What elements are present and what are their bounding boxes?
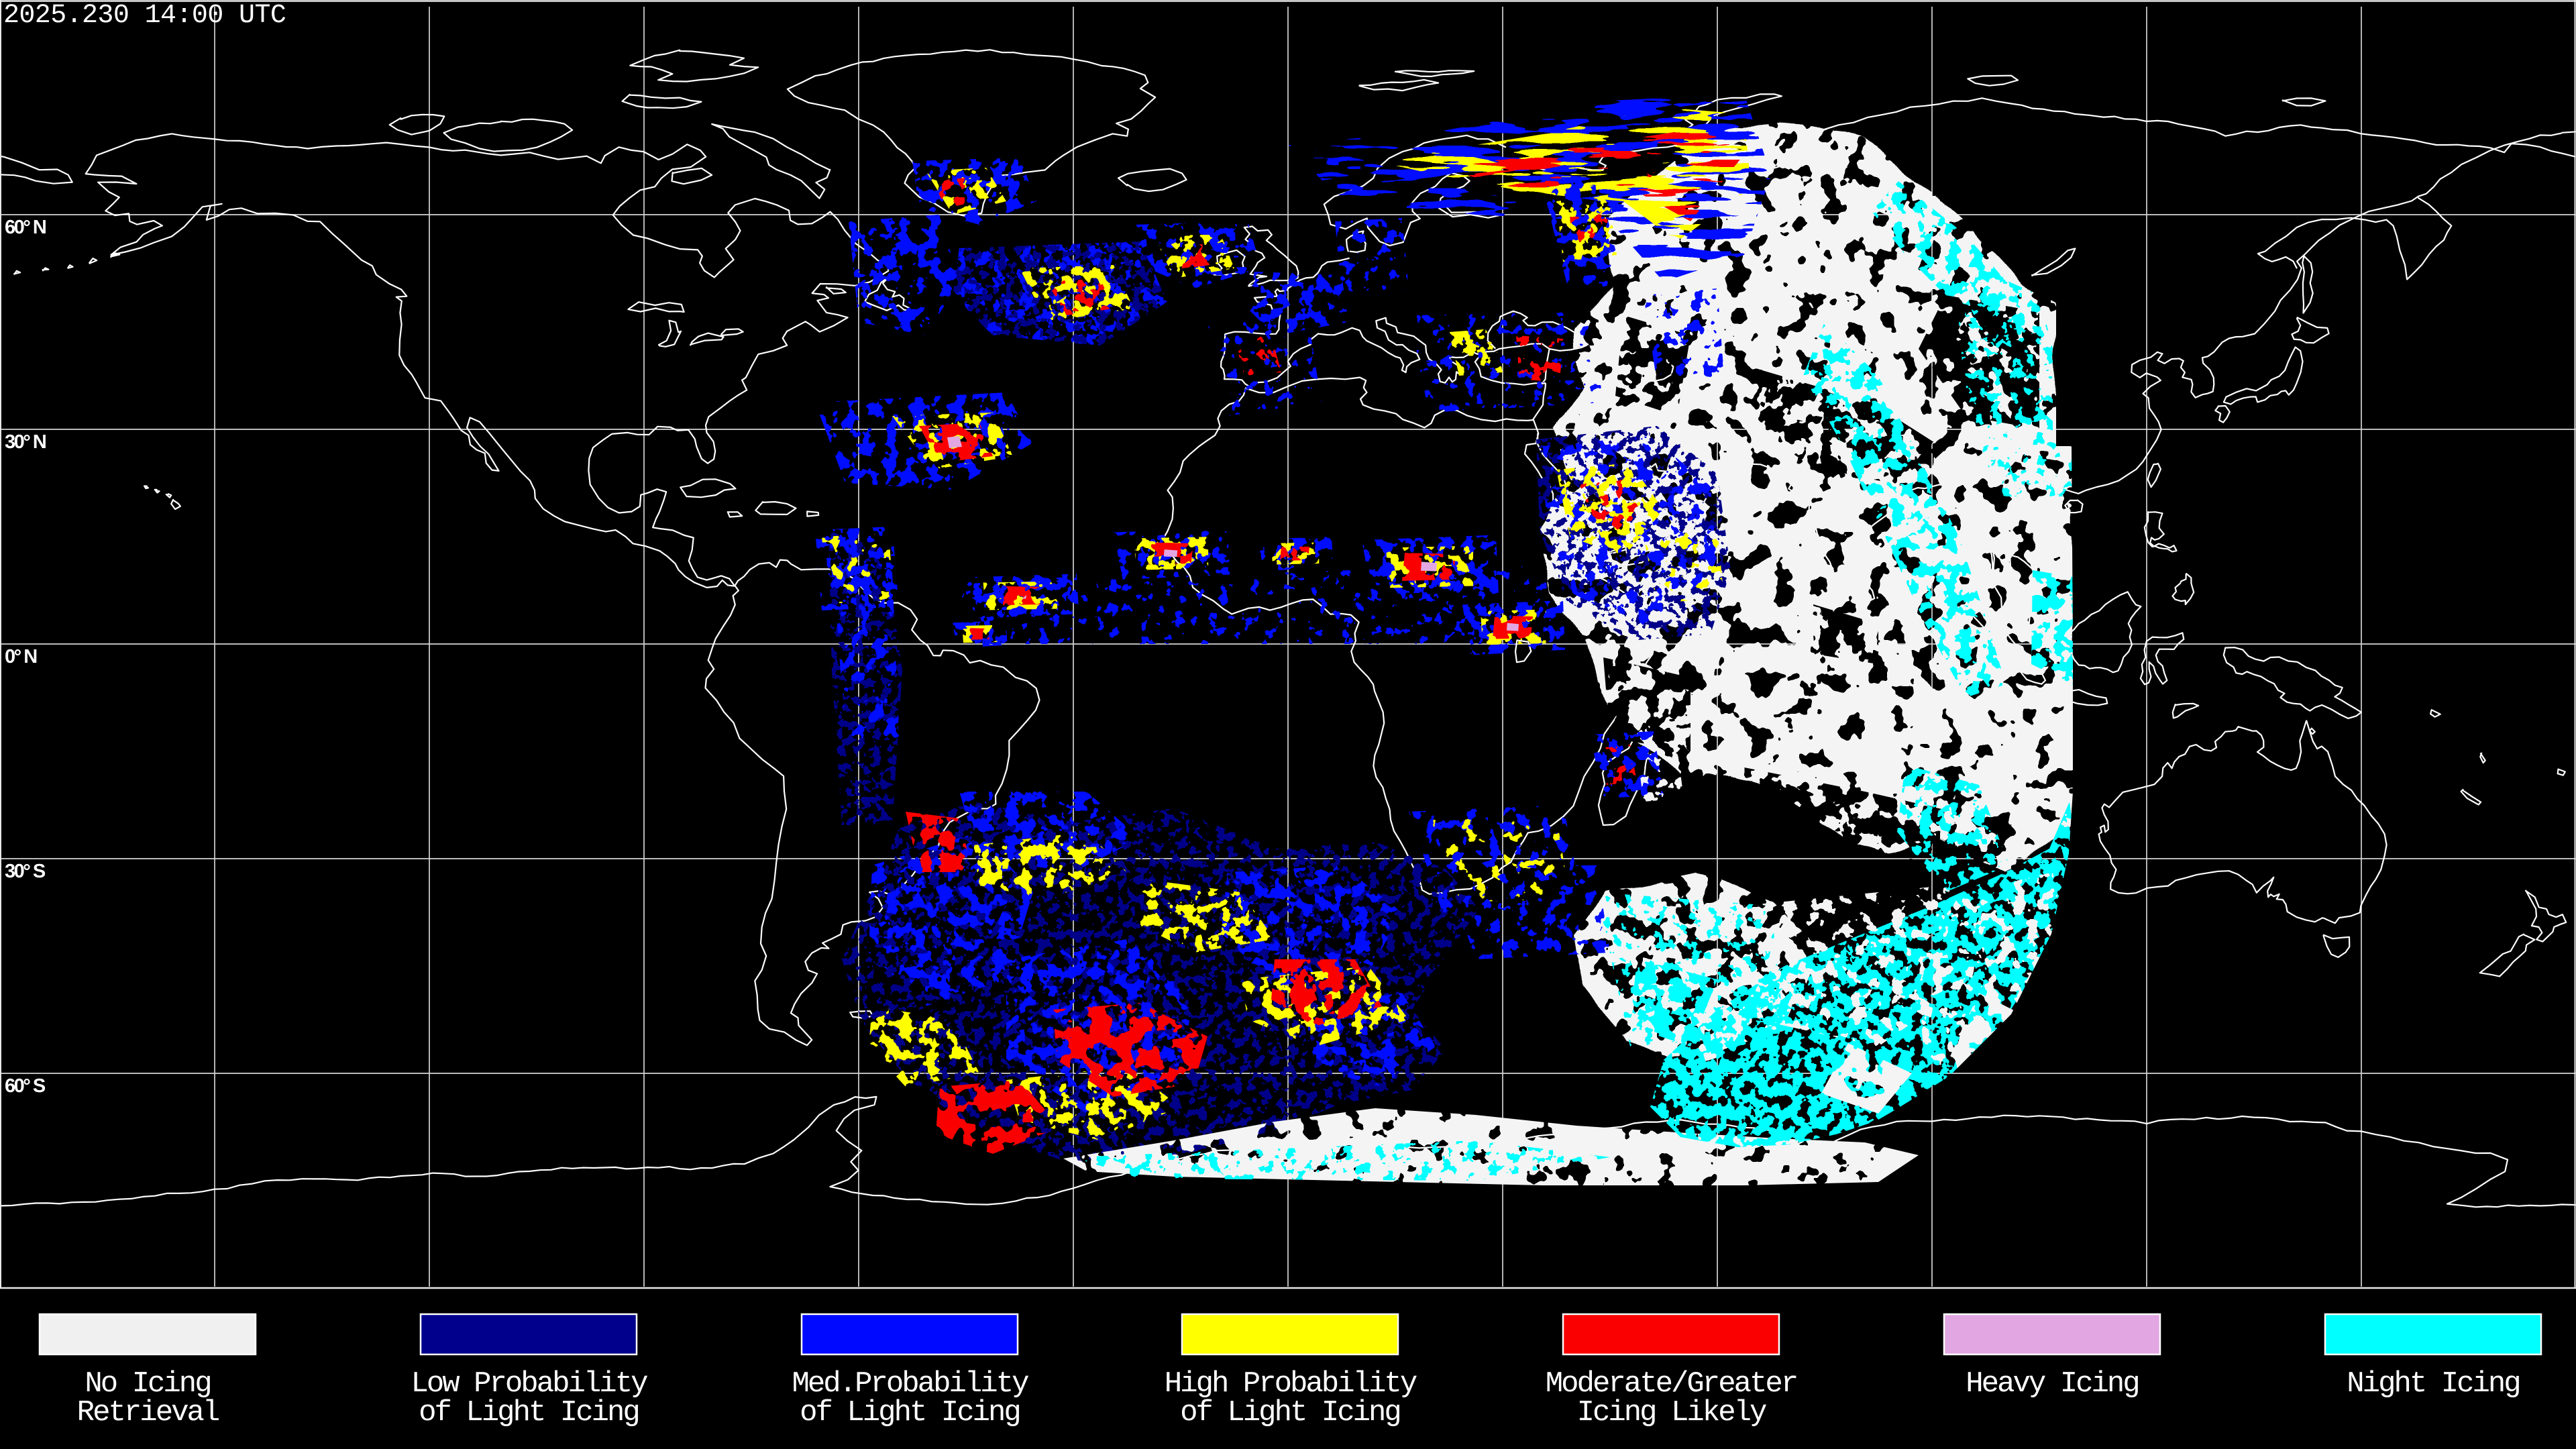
svg-text:Moderate/Greater: Moderate/Greater — [1546, 1367, 1796, 1401]
svg-text:Retrieval: Retrieval — [77, 1396, 219, 1430]
svg-text:Heavy Icing: Heavy Icing — [1966, 1367, 2138, 1401]
svg-text:60° N: 60° N — [5, 217, 46, 238]
svg-text:Night Icing: Night Icing — [2347, 1367, 2519, 1401]
svg-text:Icing Likely: Icing Likely — [1577, 1396, 1766, 1430]
svg-text:of Light Icing: of Light Icing — [800, 1396, 1020, 1430]
svg-text:High Probability: High Probability — [1165, 1367, 1417, 1401]
svg-text:Med.Probability: Med.Probability — [792, 1367, 1028, 1401]
svg-text:Low Probability: Low Probability — [411, 1367, 647, 1401]
svg-text:30° S: 30° S — [5, 861, 46, 882]
svg-text:of Light Icing: of Light Icing — [419, 1396, 639, 1430]
svg-text:No Icing: No Icing — [85, 1367, 210, 1401]
svg-text:2025.230 14:00 UTC: 2025.230 14:00 UTC — [3, 1, 286, 31]
svg-text:of Light Icing: of Light Icing — [1180, 1396, 1400, 1430]
svg-text:60° S: 60° S — [5, 1075, 46, 1097]
svg-text:30° N: 30° N — [5, 431, 46, 453]
svg-text:0° N: 0° N — [5, 646, 36, 667]
